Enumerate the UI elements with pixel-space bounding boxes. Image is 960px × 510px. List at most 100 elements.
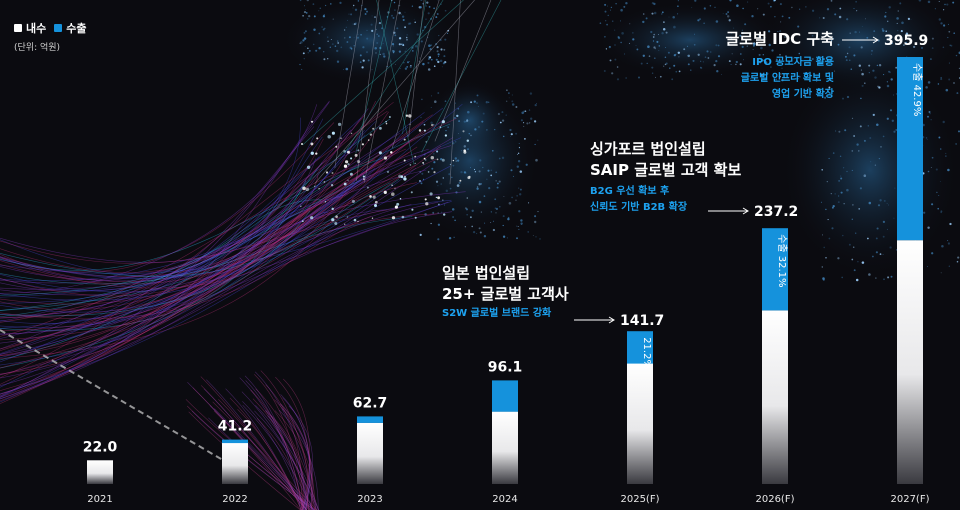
map-dot — [677, 13, 679, 15]
map-dot — [610, 9, 611, 11]
map-dot — [486, 129, 488, 131]
map-dot — [715, 44, 718, 47]
map-dot — [535, 236, 537, 238]
fiber-tip — [334, 221, 338, 226]
map-dot — [945, 152, 947, 154]
map-dot — [843, 167, 845, 169]
map-dot — [440, 3, 442, 5]
map-dot — [870, 161, 872, 163]
fiber-tip — [394, 187, 396, 190]
map-dot — [486, 178, 488, 180]
map-dot — [653, 2, 656, 6]
map-dot — [606, 5, 609, 7]
fiber-line — [278, 409, 319, 510]
map-dot — [433, 161, 436, 164]
map-dot — [466, 119, 469, 122]
export-share-label: 수출 32.1% — [776, 234, 788, 287]
map-dot — [957, 256, 960, 259]
fiber-tip — [300, 142, 304, 146]
map-dot — [869, 137, 872, 139]
map-dot — [474, 128, 477, 131]
map-dot — [609, 45, 611, 48]
map-dot — [828, 86, 831, 89]
map-dot — [437, 185, 439, 187]
map-dot — [408, 60, 410, 62]
map-dot — [511, 94, 513, 96]
fiber-line — [0, 156, 320, 354]
map-dot — [353, 45, 355, 47]
map-dot — [425, 18, 427, 20]
map-dot — [439, 39, 442, 41]
map-dot — [926, 266, 928, 267]
map-dot — [891, 119, 894, 122]
fiber-tip — [324, 201, 327, 203]
map-dot — [941, 245, 944, 248]
map-dot — [831, 227, 834, 230]
map-dot — [398, 37, 402, 40]
map-dot — [469, 216, 472, 219]
map-dot — [896, 17, 899, 20]
map-dot — [858, 64, 861, 67]
bar-domestic — [357, 422, 383, 484]
map-dot — [439, 157, 443, 161]
map-dot — [423, 123, 426, 126]
map-dot — [428, 6, 431, 8]
fiber-tip — [346, 216, 349, 218]
fiber-line — [208, 417, 315, 510]
map-dot — [477, 105, 479, 107]
map-dot — [470, 134, 472, 137]
bar-domestic — [897, 240, 923, 484]
legend-item-domestic: 내수 — [14, 20, 46, 36]
map-dot — [940, 210, 943, 213]
map-dot — [353, 23, 356, 26]
map-dot — [663, 65, 665, 67]
map-dot — [851, 258, 854, 261]
map-dot — [882, 135, 885, 138]
map-dot — [438, 203, 440, 206]
map-dot — [431, 167, 434, 170]
map-dot — [402, 18, 405, 22]
map-dot — [830, 95, 833, 97]
map-dot — [635, 45, 637, 46]
legend-label: 수출 — [66, 22, 87, 35]
fiber-line — [254, 374, 305, 510]
map-dot — [868, 273, 871, 276]
map-dot — [606, 23, 608, 26]
map-dot — [445, 129, 447, 132]
map-dot — [360, 10, 362, 12]
map-dot — [442, 62, 445, 65]
map-dot — [940, 22, 943, 25]
legend-swatch — [54, 24, 63, 32]
map-dot — [784, 36, 786, 38]
map-dot — [943, 9, 945, 11]
map-dot — [895, 93, 897, 95]
map-dot — [747, 1, 749, 3]
map-dot — [516, 153, 518, 155]
fiber-line — [254, 371, 317, 510]
fiber-line — [0, 129, 352, 379]
map-dot — [779, 30, 782, 33]
map-dot — [838, 195, 840, 197]
map-dot — [348, 36, 351, 39]
map-dot — [432, 212, 434, 214]
bar-domestic — [762, 310, 788, 484]
map-dot — [419, 6, 422, 9]
fiber-tip — [404, 175, 406, 178]
map-dot — [433, 153, 435, 155]
map-dot — [940, 212, 942, 214]
fiber-line — [0, 102, 330, 398]
map-dot — [496, 182, 499, 185]
map-dot — [872, 113, 875, 116]
map-dot — [491, 149, 494, 152]
map-dot — [818, 89, 820, 92]
map-dot — [304, 46, 306, 47]
map-dot — [930, 167, 932, 168]
fiber-tip — [372, 127, 375, 130]
map-dot — [319, 7, 322, 9]
map-dot — [373, 16, 377, 19]
fiber-line — [0, 138, 413, 292]
map-dot — [614, 58, 617, 61]
map-dot — [651, 12, 654, 15]
map-dot — [299, 0, 302, 2]
map-dot — [645, 17, 648, 20]
